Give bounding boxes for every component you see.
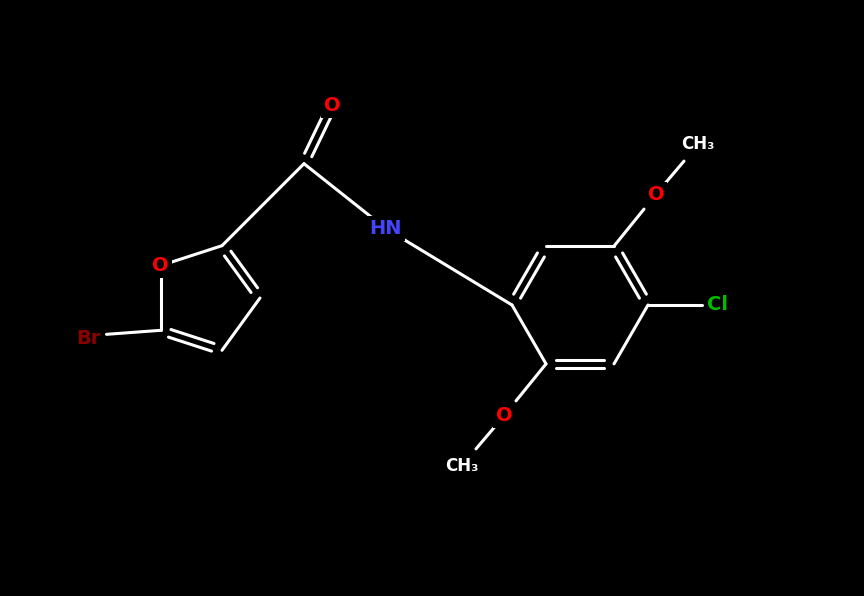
Text: O: O (324, 96, 340, 115)
Text: O: O (648, 185, 664, 204)
Text: HN: HN (370, 219, 403, 238)
Text: O: O (496, 406, 512, 426)
Text: O: O (152, 256, 168, 275)
Text: CH₃: CH₃ (682, 135, 715, 153)
Text: CH₃: CH₃ (445, 457, 479, 475)
Text: Br: Br (76, 329, 101, 348)
Text: Cl: Cl (708, 296, 728, 315)
